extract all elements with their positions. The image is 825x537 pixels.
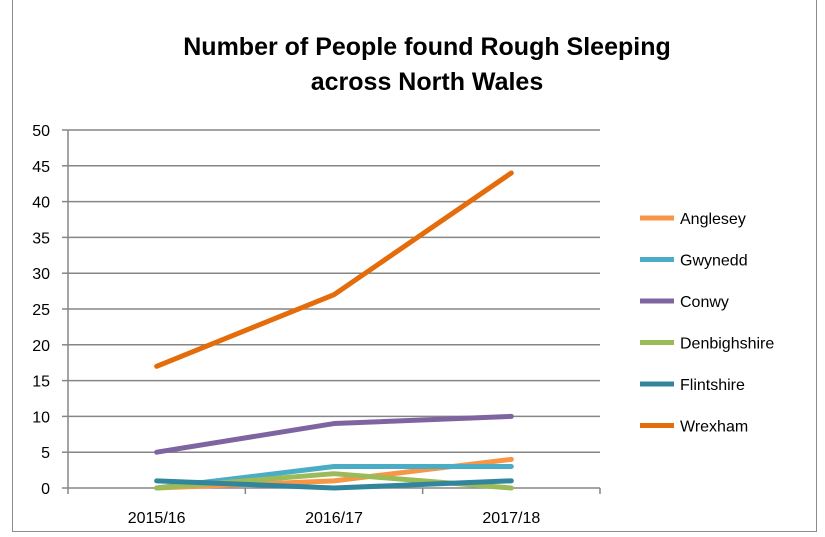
- series-line-conwy: [154, 413, 514, 455]
- chart-frame: [12, 0, 817, 532]
- y-tick-label: 30: [32, 266, 50, 283]
- y-axis-ticks: 0 5 10 15 20 25 30 35 40 45 50: [32, 123, 50, 498]
- legend: Anglesey Gwynedd Conwy Denbighshire Flintshi…: [640, 211, 774, 436]
- y-tick-label: 5: [41, 445, 50, 462]
- series-line-wrexham: [154, 170, 514, 369]
- chart-title-line-2: across North Wales: [311, 68, 543, 96]
- x-axis-ticks: 2015/16 2016/17 2017/18: [128, 510, 541, 527]
- legend-label: Conwy: [680, 294, 729, 311]
- legend-label: Denbighshire: [680, 336, 774, 353]
- y-tick-label: 40: [32, 195, 50, 212]
- gridlines: [68, 129, 600, 453]
- chart-title-line-1: Number of People found Rough Sleeping: [183, 33, 671, 61]
- legend-label: Gwynedd: [680, 253, 748, 270]
- y-tick-label: 25: [32, 302, 50, 319]
- x-tick-label: 2016/17: [305, 510, 363, 527]
- y-tick-label: 45: [32, 159, 50, 176]
- y-tick-label: 10: [32, 409, 50, 426]
- y-tick-label: 35: [32, 230, 50, 247]
- chart-title: Number of People found Rough Sleeping ac…: [183, 33, 671, 96]
- legend-label: Wrexham: [680, 419, 748, 436]
- series-lines: [154, 170, 514, 491]
- y-tick-label: 0: [41, 481, 50, 498]
- y-tick-label: 15: [32, 374, 50, 391]
- axes: [62, 129, 601, 494]
- series-line-flintshire: [154, 478, 514, 491]
- x-tick-label: 2015/16: [128, 510, 186, 527]
- legend-label: Anglesey: [680, 211, 746, 228]
- y-tick-label: 20: [32, 338, 50, 355]
- legend-label: Flintshire: [680, 377, 745, 394]
- y-tick-label: 50: [32, 123, 50, 140]
- x-tick-label: 2017/18: [482, 510, 540, 527]
